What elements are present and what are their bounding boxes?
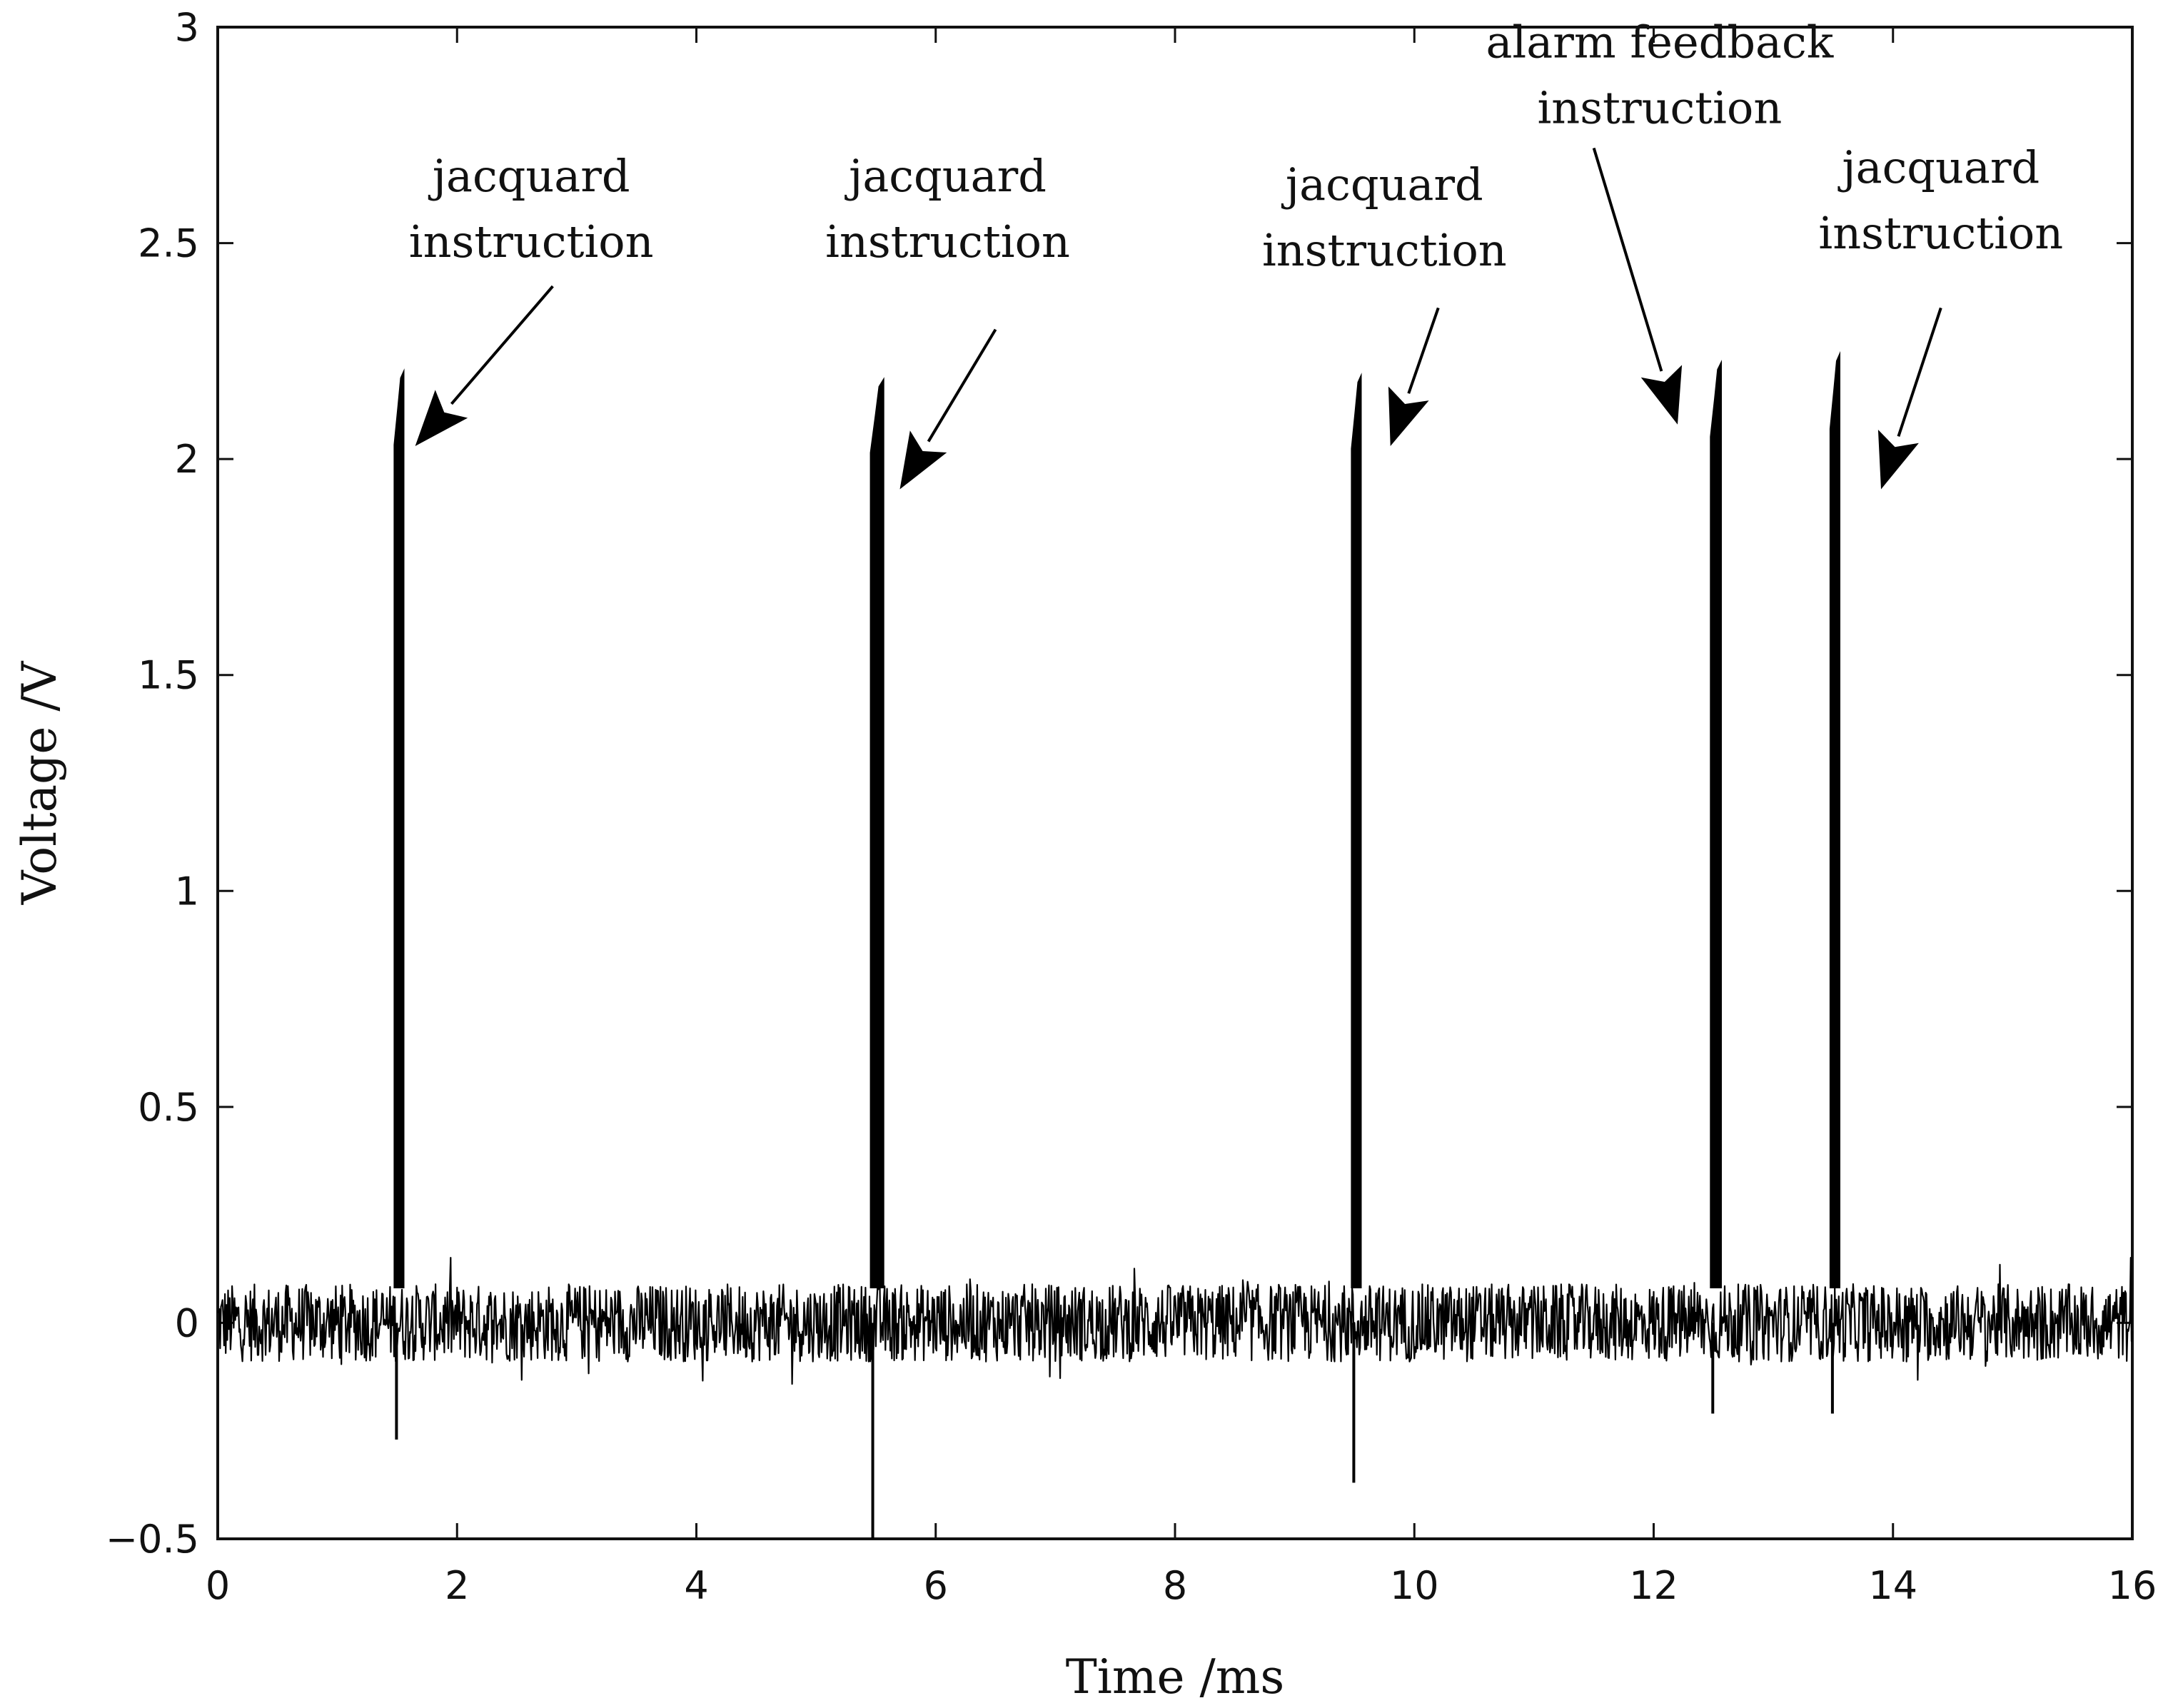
x-tick-label: 16 [2108,1563,2157,1608]
y-tick-label: 1 [175,869,199,914]
annotation-text: jacquard [1281,158,1483,211]
y-axis-label: Voltage /V [12,660,67,905]
y-tick-label: −0.5 [106,1517,199,1562]
annotation-arrow [1897,307,1942,438]
annotation-text: instruction [1262,224,1507,276]
annotation-text: jacquard [845,150,1047,202]
x-tick-label: 6 [924,1563,948,1608]
pulse-4 [1710,360,1722,1288]
y-tick-label: 0.5 [138,1085,199,1130]
y-axis-ticks: −0.5 0 0.5 1 1.5 2 2.5 3 [106,5,2132,1562]
annotation-text: instruction [409,216,654,268]
x-axis-label: Time /ms [1066,1649,1284,1704]
pulse-3 [1351,373,1362,1288]
annotation-arrow [450,285,554,405]
annotation-arrowhead [1877,430,1919,490]
annotation-text: instruction [825,216,1070,268]
x-tick-label: 12 [1629,1563,1678,1608]
x-tick-label: 14 [1868,1563,1917,1608]
annotations: jacquard instruction jacquard instruction ja… [409,16,2063,490]
annotation-arrow [1407,307,1440,394]
pulse-2 [869,377,884,1289]
baseline-noise [216,1257,2134,1385]
annotation-text: instruction [1537,81,1782,133]
annotation-text: instruction [1818,207,2063,259]
annotation-text: jacquard [428,150,630,202]
x-tick-label: 2 [445,1563,469,1608]
y-tick-label: 0 [175,1300,199,1345]
x-tick-label: 4 [684,1563,708,1608]
annotation-text: jacquard [1837,141,2040,193]
annotation-arrow [927,328,997,443]
pulse-series [393,350,1840,1539]
annotation-arrowhead [1388,386,1429,446]
annotation-text: alarm feedback [1486,16,1833,68]
y-tick-label: 2 [175,437,199,482]
x-tick-label: 8 [1163,1563,1187,1608]
annotation-arrowhead [415,390,468,446]
pulse-5 [1829,350,1840,1288]
annotation-arrow [1592,147,1663,372]
annotation-arrowhead [899,430,947,490]
annotation-arrowhead [1640,365,1683,425]
pulse-1 [393,368,405,1288]
y-tick-label: 2.5 [138,221,199,266]
x-tick-label: 10 [1390,1563,1439,1608]
y-tick-label: 1.5 [138,653,199,698]
x-tick-label: 0 [206,1563,230,1608]
noise-trace [216,1257,2134,1385]
x-axis-ticks: 0 2 4 6 8 10 12 14 16 [206,27,2157,1608]
y-tick-label: 3 [175,5,199,50]
